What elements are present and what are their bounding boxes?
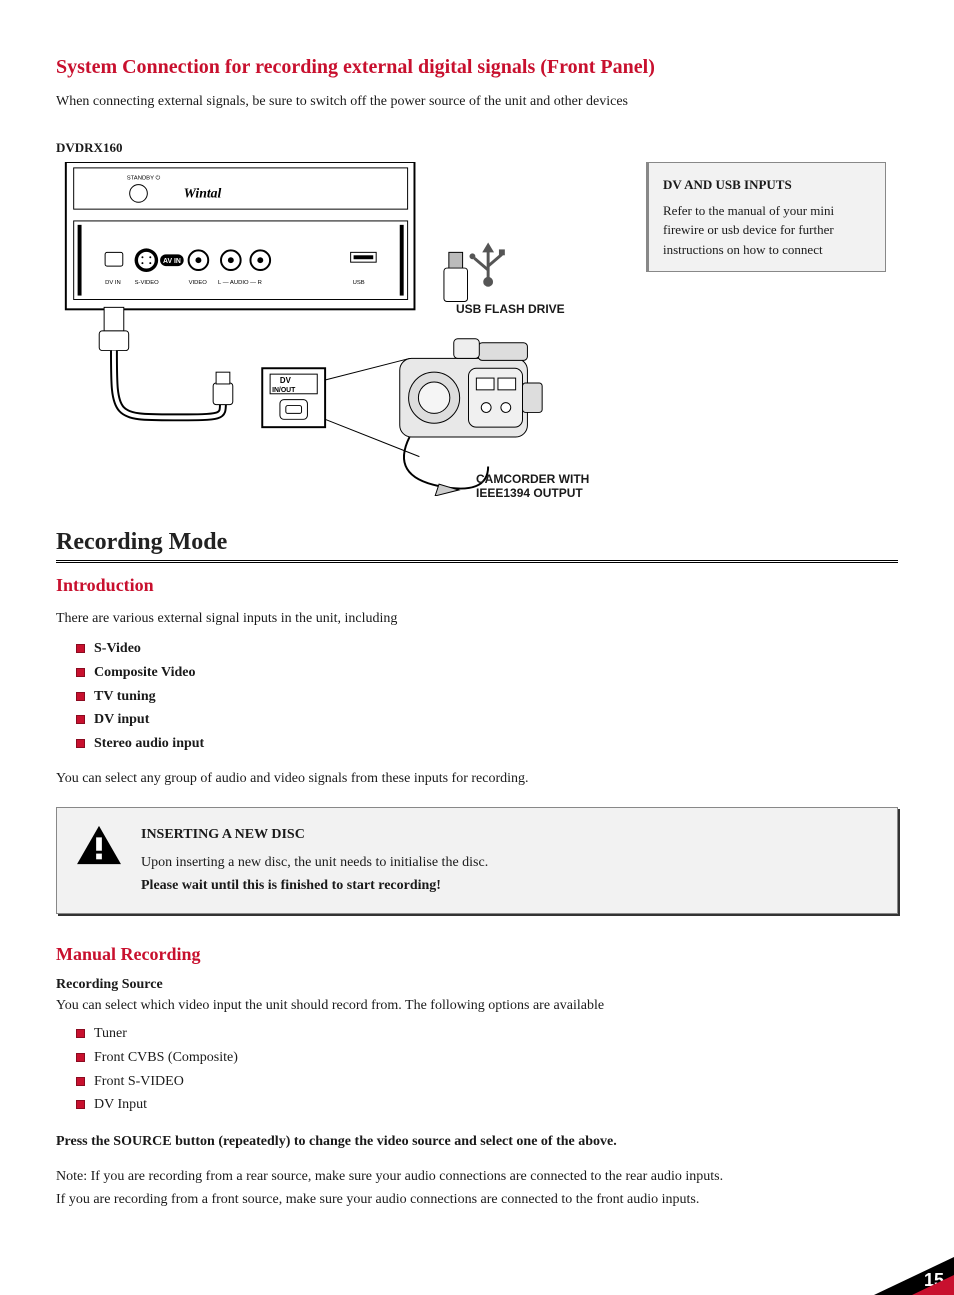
warning-box: INSERTING A NEW DISC Upon inserting a ne… [56,807,898,914]
note-front: If you are recording from a front source… [56,1189,898,1211]
svg-text:AV IN: AV IN [163,258,181,265]
intro-footer: You can select any group of audio and vi… [56,768,898,789]
list-item: Tuner [76,1022,898,1046]
brand-label: Wintal [184,185,222,200]
intro-text: When connecting external signals, be sur… [56,91,898,112]
list-item: DV input [76,708,898,732]
subsection-manual-recording: Manual Recording [56,944,898,965]
diagram-svg: STANDBY ⏻ Wintal DV IN S-VIDEO AV IN [56,162,606,496]
heading-system-connection: System Connection for recording external… [56,56,898,79]
page-corner: 15 [874,1257,954,1295]
svg-text:USB: USB [353,280,365,286]
warn-title: INSERTING A NEW DISC [141,824,488,846]
warning-icon [75,824,123,871]
note-rear: Note: If you are recording from a rear s… [56,1166,898,1188]
list-item: Stereo audio input [76,732,898,756]
list-item: Composite Video [76,661,898,685]
dv-usb-info-box: DV AND USB INPUTS Refer to the manual of… [646,162,886,272]
standby-label: STANDBY ⏻ [127,175,161,182]
svg-text:DV: DV [280,376,292,385]
list-item: DV Input [76,1093,898,1117]
info-box-title: DV AND USB INPUTS [663,175,871,195]
source-button-instruction: Press the SOURCE button (repeatedly) to … [56,1131,898,1152]
model-label: DVDRX160 [56,140,898,156]
dv-inout-box: DV IN/OUT [262,358,419,456]
recording-options-list: Tuner Front CVBS (Composite) Front S-VID… [56,1022,898,1117]
usb-flash-label: USB FLASH DRIVE [456,302,565,316]
svg-text:L — AUDIO — R: L — AUDIO — R [218,280,262,286]
svg-text:VIDEO: VIDEO [189,280,208,286]
recording-source-heading: Recording Source [56,977,898,993]
diagram-row: STANDBY ⏻ Wintal DV IN S-VIDEO AV IN [56,162,898,501]
info-box-body: Refer to the manual of your mini firewir… [663,201,871,260]
list-item: S-Video [76,637,898,661]
manual-lead: You can select which video input the uni… [56,995,898,1016]
usb-drive-icon [444,243,505,302]
camcorder-label: CAMCORDER WITH IEEE1394 OUTPUT [476,472,606,500]
svg-text:IN/OUT: IN/OUT [272,387,296,394]
list-item: TV tuning [76,685,898,709]
intro-line: There are various external signal inputs… [56,608,898,629]
warn-line1: Upon inserting a new disc, the unit need… [141,852,488,874]
connection-diagram: STANDBY ⏻ Wintal DV IN S-VIDEO AV IN [56,162,606,501]
list-item: Front S-VIDEO [76,1070,898,1094]
section-recording-mode: Recording Mode [56,529,898,563]
svg-text:S-VIDEO: S-VIDEO [135,280,160,286]
svg-text:DV IN: DV IN [105,280,121,286]
subsection-introduction: Introduction [56,575,898,596]
dv-cable [99,307,233,417]
list-item: Front CVBS (Composite) [76,1046,898,1070]
warn-line2: Please wait until this is finished to st… [141,875,488,897]
inputs-list: S-Video Composite Video TV tuning DV inp… [56,637,898,756]
